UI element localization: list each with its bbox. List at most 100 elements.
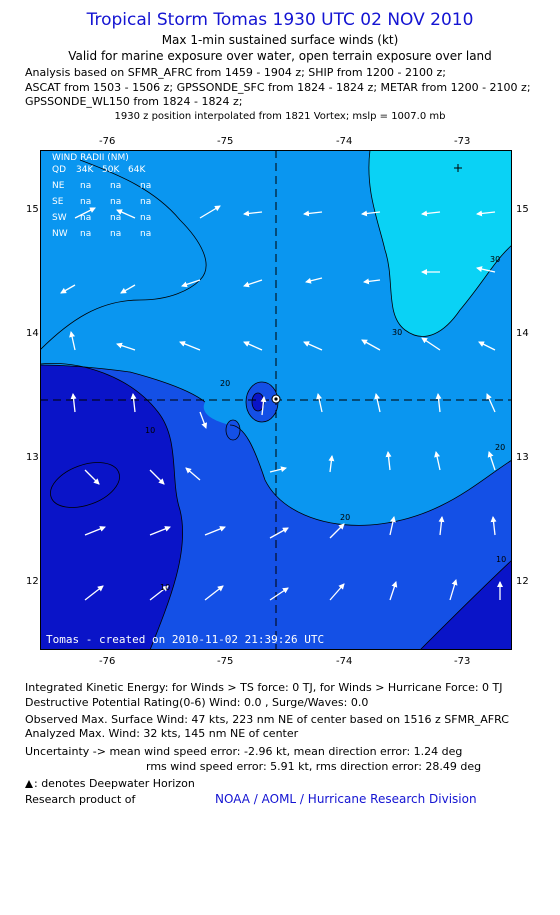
wind-arrow — [449, 579, 458, 601]
noaa-link[interactable]: NOAA / AOML / Hurricane Research Divisio… — [215, 792, 477, 806]
wind-arrow — [303, 341, 323, 351]
wind-arrow — [120, 284, 136, 294]
lat-tick-left-14: 14 — [26, 328, 39, 339]
wind-band-30-40 — [368, 150, 512, 337]
contour-label-10-east: 10 — [496, 555, 506, 564]
wind-radii-sw-64k: na — [140, 213, 151, 223]
wind-arrow — [305, 277, 323, 284]
wind-radii-col-qd: QD — [52, 165, 66, 175]
wind-arrow — [476, 210, 496, 217]
wind-arrow — [84, 526, 106, 536]
wind-arrow — [329, 523, 345, 539]
wind-arrow — [243, 210, 263, 217]
wind-arrow — [179, 341, 201, 351]
wind-arrow — [260, 396, 267, 416]
wind-arrow — [149, 469, 165, 485]
wind-band-20-30-northwest — [40, 150, 207, 350]
lat-tick-left-15: 15 — [26, 204, 39, 215]
wind-arrow — [60, 284, 76, 294]
wind-arrow — [243, 279, 263, 288]
wind-arrow — [476, 266, 496, 273]
storm-core-small — [225, 419, 241, 441]
lat-tick-left-13: 13 — [26, 452, 39, 463]
wind-arrow — [199, 205, 221, 219]
wind-arrow — [303, 210, 323, 217]
wind-radii-sw-34k: na — [80, 213, 91, 223]
wind-arrow — [361, 339, 381, 351]
contour-label-10-south: 10 — [160, 583, 170, 592]
wind-arrow — [116, 209, 136, 219]
analyzed-max-line: Analyzed Max. Wind: 32 kts, 145 nm NE of… — [25, 727, 299, 740]
wind-radii-se-34k: na — [80, 197, 91, 207]
position-note: 1930 z position interpolated from 1821 V… — [114, 111, 446, 122]
wind-arrow — [269, 466, 287, 473]
uncertainty-line-1: Uncertainty -> mean wind speed error: -2… — [25, 745, 463, 758]
ike-line: Integrated Kinetic Energy: for Winds > T… — [25, 681, 503, 694]
wind-arrow — [435, 393, 442, 413]
wind-radii-ne-34k: na — [80, 181, 91, 191]
contour-label-20: 20 — [220, 379, 230, 388]
wind-arrow — [70, 393, 77, 413]
lon-tick-bottom-73: -73 — [454, 656, 471, 667]
contour-label-10: 10 — [145, 426, 155, 435]
wind-arrow — [478, 341, 496, 351]
lon-tick-bottom-75: -75 — [217, 656, 234, 667]
contour-label-20-east: 20 — [495, 443, 505, 452]
wind-arrow — [438, 516, 445, 536]
dpr-line: Destructive Potential Rating(0-6) Wind: … — [25, 696, 369, 709]
wind-arrow — [181, 279, 201, 288]
wind-arrow — [421, 337, 441, 351]
contour-label-20-south: 20 — [340, 513, 350, 522]
wind-radii-col-50k: 50K — [102, 165, 120, 175]
wind-radii-se-64k: na — [140, 197, 151, 207]
wind-arrow — [486, 393, 496, 413]
wind-arrow — [389, 581, 398, 601]
wind-radii-nw-64k: na — [140, 229, 151, 239]
lon-tick-top-73: -73 — [454, 136, 471, 147]
wind-radii-ne-50k: na — [110, 181, 121, 191]
uncertainty-line-2: rms wind speed error: 5.91 kt, rms direc… — [146, 760, 482, 773]
wind-radii-table: WIND RADII (NM) QD 34K 50K 64K NE na na … — [52, 153, 151, 239]
lat-tick-left-12: 12 — [26, 576, 39, 587]
wind-arrow — [434, 451, 441, 471]
wind-radii-nw-50k: na — [110, 229, 121, 239]
wind-arrow — [130, 393, 137, 413]
wind-radii-se-50k: na — [110, 197, 121, 207]
wind-arrow — [487, 451, 496, 471]
contour-label-30-east: 30 — [490, 255, 500, 264]
wind-arrow — [363, 278, 381, 285]
lat-tick-right-15: 15 — [516, 204, 529, 215]
wind-analysis-map: 10 20 30 30 20 20 10 10 WIND RADII (NM) … — [40, 150, 512, 650]
chart-subtitle-winds: Max 1-min sustained surface winds (kt) — [161, 33, 399, 47]
wind-arrow — [149, 526, 171, 536]
wind-arrow — [389, 516, 396, 536]
lon-tick-bottom-76: -76 — [99, 656, 116, 667]
wind-arrow — [84, 469, 100, 485]
lon-tick-bottom-74: -74 — [336, 656, 353, 667]
wind-arrow — [69, 331, 76, 351]
analysis-line-2: ASCAT from 1503 - 1506 z; GPSSONDE_SFC f… — [25, 81, 531, 94]
wind-arrow — [490, 516, 497, 536]
plus-marker — [454, 164, 462, 172]
wind-radii-sw-50k: na — [110, 213, 121, 223]
wind-radii-header: WIND RADII (NM) — [52, 153, 129, 163]
wind-arrow — [361, 210, 381, 217]
wind-arrow — [243, 341, 263, 351]
wind-arrow — [329, 583, 345, 601]
observed-max-line: Observed Max. Surface Wind: 47 kts, 223 … — [25, 713, 509, 726]
wind-minimum-southwest — [50, 462, 120, 508]
wind-arrow — [421, 210, 441, 217]
lat-tick-right-13: 13 — [516, 452, 529, 463]
creation-credit: Tomas - created on 2010-11-02 21:39:26 U… — [46, 633, 324, 646]
deepwater-icon — [25, 780, 33, 788]
analysis-line-1: Analysis based on SFMR_AFRC from 1459 - … — [25, 66, 446, 79]
deepwater-legend: : denotes Deepwater Horizon — [25, 777, 195, 790]
lon-tick-top-76: -76 — [99, 136, 116, 147]
storm-center-symbol — [271, 394, 281, 404]
chart-subtitle-exposure: Valid for marine exposure over water, op… — [68, 49, 492, 63]
wind-arrow — [185, 467, 201, 481]
wind-radii-sw-label: SW — [52, 213, 67, 223]
deepwater-label: : denotes Deepwater Horizon — [34, 777, 195, 790]
wind-arrow — [116, 342, 136, 351]
map-frame — [40, 150, 512, 650]
